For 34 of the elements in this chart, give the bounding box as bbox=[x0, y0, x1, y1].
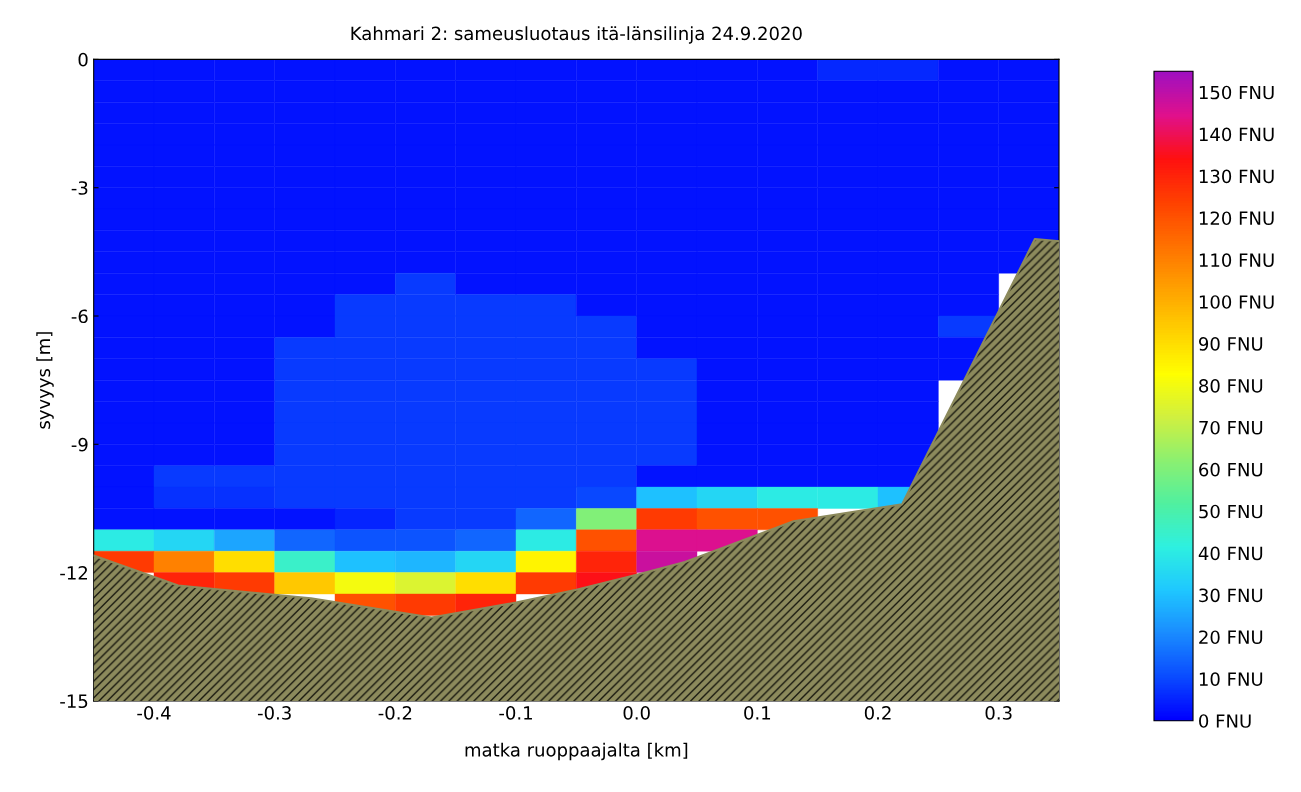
color-bar-label: 120 FNU bbox=[1199, 211, 1274, 226]
x-axis-title: matka ruoppaajalta [km] bbox=[465, 742, 688, 761]
x-tick-label: -0.2 bbox=[378, 706, 412, 720]
color-bar-label: 60 FNU bbox=[1199, 462, 1263, 477]
color-bar-label: 10 FNU bbox=[1199, 672, 1263, 686]
x-tick-label: -0.1 bbox=[499, 706, 532, 720]
color-bar-label: 0 FNU bbox=[1199, 714, 1251, 728]
color-bar-label: 100 FNU bbox=[1199, 295, 1274, 309]
y-axis-title: syvyys [m] bbox=[36, 332, 54, 429]
line-series bbox=[93, 237, 1060, 619]
color-bar-label: 50 FNU bbox=[1199, 504, 1263, 519]
color-bar-label: 40 FNU bbox=[1198, 546, 1263, 561]
color-bar-label: 30 FNU bbox=[1199, 588, 1263, 603]
y-tick-label: 0 bbox=[78, 52, 88, 67]
y-tick-label: -3 bbox=[71, 181, 88, 195]
y-tick-label: -6 bbox=[71, 309, 88, 324]
y-tick-label: -15 bbox=[60, 694, 88, 709]
color-bar-label: 90 FNU bbox=[1199, 337, 1263, 351]
x-tick-label: 0.3 bbox=[985, 706, 1012, 720]
color-bar-label: 150 FNU bbox=[1199, 85, 1274, 100]
color-bar-label: 80 FNU bbox=[1199, 378, 1263, 393]
chart-title: Kahmari 2: sameusluotaus itä-länsilinja 24.9.2020 bbox=[351, 26, 802, 44]
color-bar-label: 70 FNU bbox=[1199, 420, 1263, 435]
x-tick-label: -0.3 bbox=[257, 706, 291, 720]
x-tick-label: 0.0 bbox=[623, 706, 650, 720]
color-bar-label: 110 FNU bbox=[1199, 253, 1274, 267]
color-bar-label: 140 FNU bbox=[1199, 127, 1274, 142]
x-tick-label: 0.2 bbox=[864, 706, 891, 720]
x-tick-label: -0.4 bbox=[137, 706, 171, 720]
color-bar-label: 20 FNU bbox=[1199, 630, 1263, 645]
y-tick-label: -9 bbox=[71, 437, 88, 452]
x-tick-label: 0.1 bbox=[744, 706, 771, 720]
y-tick-label: -12 bbox=[60, 566, 87, 580]
color-bar-label: 130 FNU bbox=[1199, 169, 1274, 184]
